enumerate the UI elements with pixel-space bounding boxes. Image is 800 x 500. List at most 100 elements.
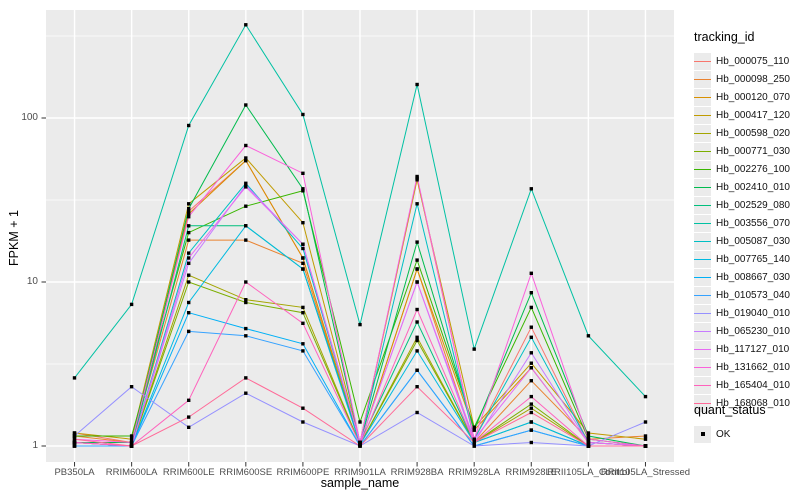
legend-item-label: Hb_010573_040 [716, 289, 790, 301]
legend-item-label: Hb_003556_070 [716, 217, 790, 229]
data-point [301, 112, 305, 117]
data-point [244, 23, 248, 27]
data-point [301, 311, 305, 315]
legend-item-label: Hb_005087_030 [716, 235, 790, 247]
data-point [529, 366, 533, 370]
legend-item-label: Hb_002529_080 [716, 199, 790, 211]
x-tick-label: RRIM928BA [390, 467, 444, 478]
legend-item-label: Hb_131662_010 [716, 361, 790, 373]
legend-key-swatch [694, 214, 711, 232]
data-point [187, 202, 191, 206]
data-point [358, 440, 362, 445]
data-point [415, 307, 419, 312]
data-point [187, 230, 191, 235]
data-point [187, 215, 191, 219]
data-point [415, 174, 419, 179]
y-tick-label: 10 [26, 276, 38, 287]
data-point [129, 385, 134, 389]
legend-items: Hb_000075_110 Hb_000098_250 Hb_000120_070 H… [694, 52, 800, 412]
legend-line-icon [694, 294, 711, 297]
legend-item-label: Hb_117127_010 [716, 343, 790, 355]
x-tick-label: RRIM600PE [276, 467, 330, 478]
data-point [415, 349, 419, 353]
legend-key-swatch [694, 304, 711, 322]
data-point [72, 444, 77, 448]
legend-line-icon [694, 348, 711, 351]
data-point [187, 311, 191, 315]
x-tick-label: RRII105LA_Stressed [600, 467, 691, 478]
data-point [187, 329, 191, 334]
data-point [358, 444, 362, 448]
data-point [244, 298, 248, 302]
x-tick-label: RRIM928LE [505, 467, 558, 478]
data-point [72, 431, 77, 435]
data-point [244, 376, 248, 380]
legend-item-Hb_065230_010: Hb_065230_010 [694, 322, 800, 340]
data-point [129, 437, 134, 441]
data-point [187, 207, 191, 211]
x-tick-label: RRIM600LA [105, 467, 158, 478]
data-point [586, 444, 591, 448]
legend-key-swatch [694, 286, 711, 304]
legend-item-Hb_000120_070: Hb_000120_070 [694, 88, 800, 106]
data-point [244, 280, 248, 284]
x-tick-label: RRIM600SE [219, 467, 273, 478]
legend-key-swatch [694, 376, 711, 394]
data-point [244, 183, 248, 187]
data-point [415, 178, 419, 182]
legend-item-label: Hb_002410_010 [716, 181, 790, 193]
legend-item-label: Hb_002276_100 [716, 163, 790, 175]
data-point [415, 385, 419, 389]
data-point [643, 394, 648, 399]
data-point [244, 181, 248, 185]
legend-item-Hb_000098_250: Hb_000098_250 [694, 70, 800, 88]
data-point [529, 420, 533, 424]
y-tick-label: 1 [32, 440, 38, 451]
data-point [301, 342, 305, 346]
legend-item-label: Hb_000120_070 [716, 91, 790, 103]
legend-item-label: Hb_019040_010 [716, 307, 790, 319]
legend-tracking-id: tracking_id Hb_000075_110 Hb_000098_250 Hb… [694, 30, 800, 412]
legend-line-icon [694, 114, 711, 117]
legend-item-Hb_002410_010: Hb_002410_010 [694, 178, 800, 196]
legend-item-Hb_002276_100: Hb_002276_100 [694, 160, 800, 178]
y-axis-title: FPKM + 1 [7, 210, 21, 266]
quant-ok-key [694, 425, 711, 443]
data-point [244, 204, 248, 208]
legend-key-swatch [694, 142, 711, 160]
data-point [415, 82, 419, 87]
legend-key-swatch [694, 160, 711, 178]
data-point [472, 440, 476, 445]
legend-line-icon [694, 258, 711, 261]
legend-line-icon [694, 276, 711, 279]
legend-line-icon [694, 384, 711, 387]
data-point [72, 440, 77, 445]
legend-item-Hb_019040_010: Hb_019040_010 [694, 304, 800, 322]
data-point [301, 189, 305, 193]
data-point [129, 440, 134, 445]
legend-line-icon [694, 60, 711, 63]
data-point [301, 256, 305, 260]
legend-key-swatch [694, 232, 711, 250]
legend-line-icon [694, 186, 711, 189]
data-point [529, 351, 533, 355]
data-point [472, 444, 476, 448]
legend-item-label: Hb_008667_030 [716, 271, 790, 283]
x-tick-label: RRIM901LA [334, 467, 386, 478]
legend-line-icon [694, 366, 711, 369]
data-point [187, 251, 191, 255]
data-point [529, 440, 533, 445]
data-point [529, 305, 533, 310]
data-point [72, 376, 77, 380]
legend-key-swatch [694, 322, 711, 340]
data-point [529, 271, 533, 275]
legend-item-Hb_003556_070: Hb_003556_070 [694, 214, 800, 232]
data-point [187, 212, 191, 216]
data-point [415, 280, 419, 284]
data-point [358, 322, 362, 327]
legend-key-swatch [694, 250, 711, 268]
legend-key-swatch [694, 268, 711, 286]
data-point [529, 394, 533, 399]
data-point [244, 238, 248, 242]
